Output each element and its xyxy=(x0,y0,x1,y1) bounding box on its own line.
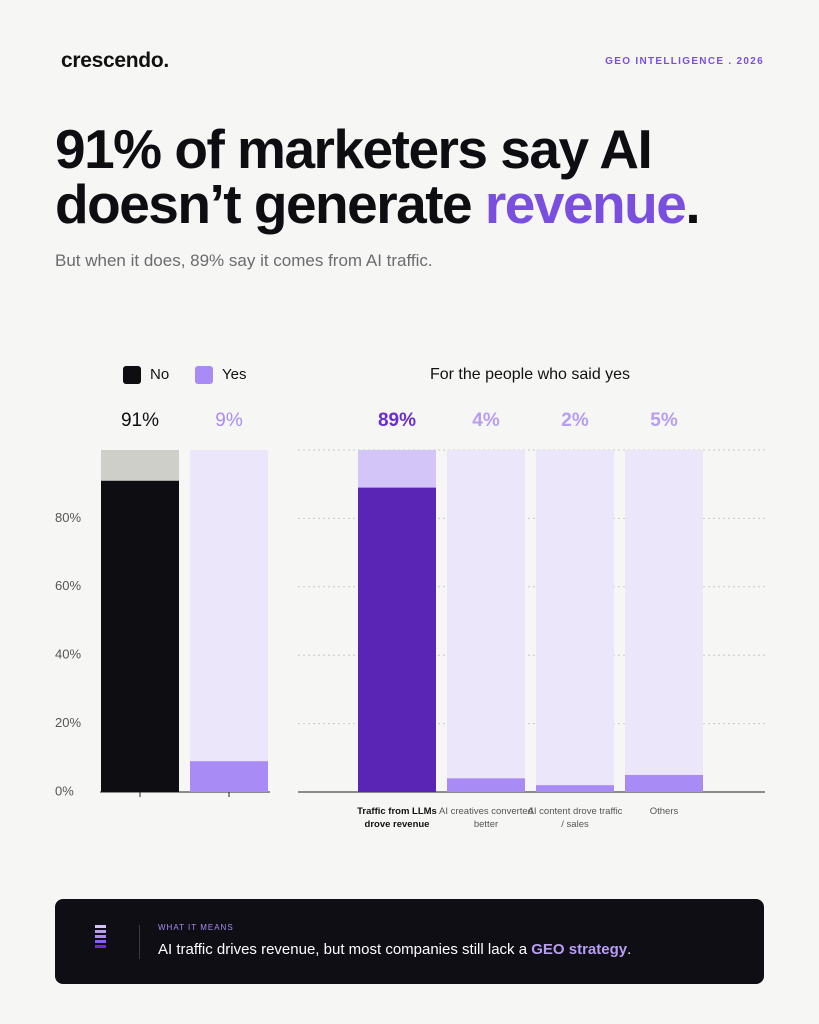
value-label: 89% xyxy=(378,410,416,431)
y-tick-label: 0% xyxy=(55,783,74,798)
bar xyxy=(536,785,614,792)
y-tick-label: 80% xyxy=(55,510,81,525)
bar xyxy=(190,761,268,792)
legend-swatch xyxy=(195,366,213,384)
footer-box: WHAT IT MEANS AI traffic drives revenue,… xyxy=(55,899,764,984)
y-tick-label: 20% xyxy=(55,715,81,730)
x-tick-label: AI content drove traffic / sales xyxy=(527,806,623,830)
headline: 91% of marketers say AI doesn’t generate… xyxy=(55,122,775,232)
bar xyxy=(625,774,703,792)
x-tick-label: Traffic from LLMs drove revenue xyxy=(357,806,437,830)
value-label: 91% xyxy=(121,410,159,431)
value-label: 9% xyxy=(215,410,243,431)
tag: GEO INTELLIGENCE . 2026 xyxy=(605,56,764,67)
bar xyxy=(358,487,436,792)
y-tick-label: 60% xyxy=(55,578,81,593)
bar-track xyxy=(625,450,703,792)
legend-label: Yes xyxy=(222,366,246,383)
footer-text: AI traffic drives revenue, but most comp… xyxy=(158,941,631,958)
legend-label: No xyxy=(150,366,169,383)
bar-track xyxy=(447,450,525,792)
value-label: 4% xyxy=(472,410,500,431)
footer-body: AI traffic drives revenue, but most comp… xyxy=(158,941,532,958)
bar-track xyxy=(190,450,268,792)
x-tick-label: Others xyxy=(649,806,679,817)
footer-icon xyxy=(95,925,106,948)
bar xyxy=(101,480,179,792)
headline-text: 91% of marketers say AI doesn’t generate xyxy=(55,118,653,235)
subtitle: But when it does, 89% say it comes from … xyxy=(55,251,433,270)
headline-end: . xyxy=(685,173,700,235)
legend-swatch xyxy=(123,366,141,384)
footer-divider xyxy=(139,925,140,959)
footer-label: WHAT IT MEANS xyxy=(158,923,234,932)
footer-end: . xyxy=(627,941,632,958)
brand: crescendo. xyxy=(61,49,169,72)
value-label: 5% xyxy=(650,410,678,431)
headline-highlight: revenue xyxy=(484,173,687,235)
x-tick-label: AI creatives converted better xyxy=(439,806,533,830)
charts: 0% 20% 40% 60% 80% No 91% Yes 9% For the people w… xyxy=(55,366,765,798)
bar-track xyxy=(536,450,614,792)
bar xyxy=(447,778,525,792)
chart-title: For the people who said yes xyxy=(430,366,630,383)
y-tick-label: 40% xyxy=(55,647,81,662)
value-label: 2% xyxy=(561,410,589,431)
footer-highlight: GEO strategy xyxy=(531,941,628,958)
